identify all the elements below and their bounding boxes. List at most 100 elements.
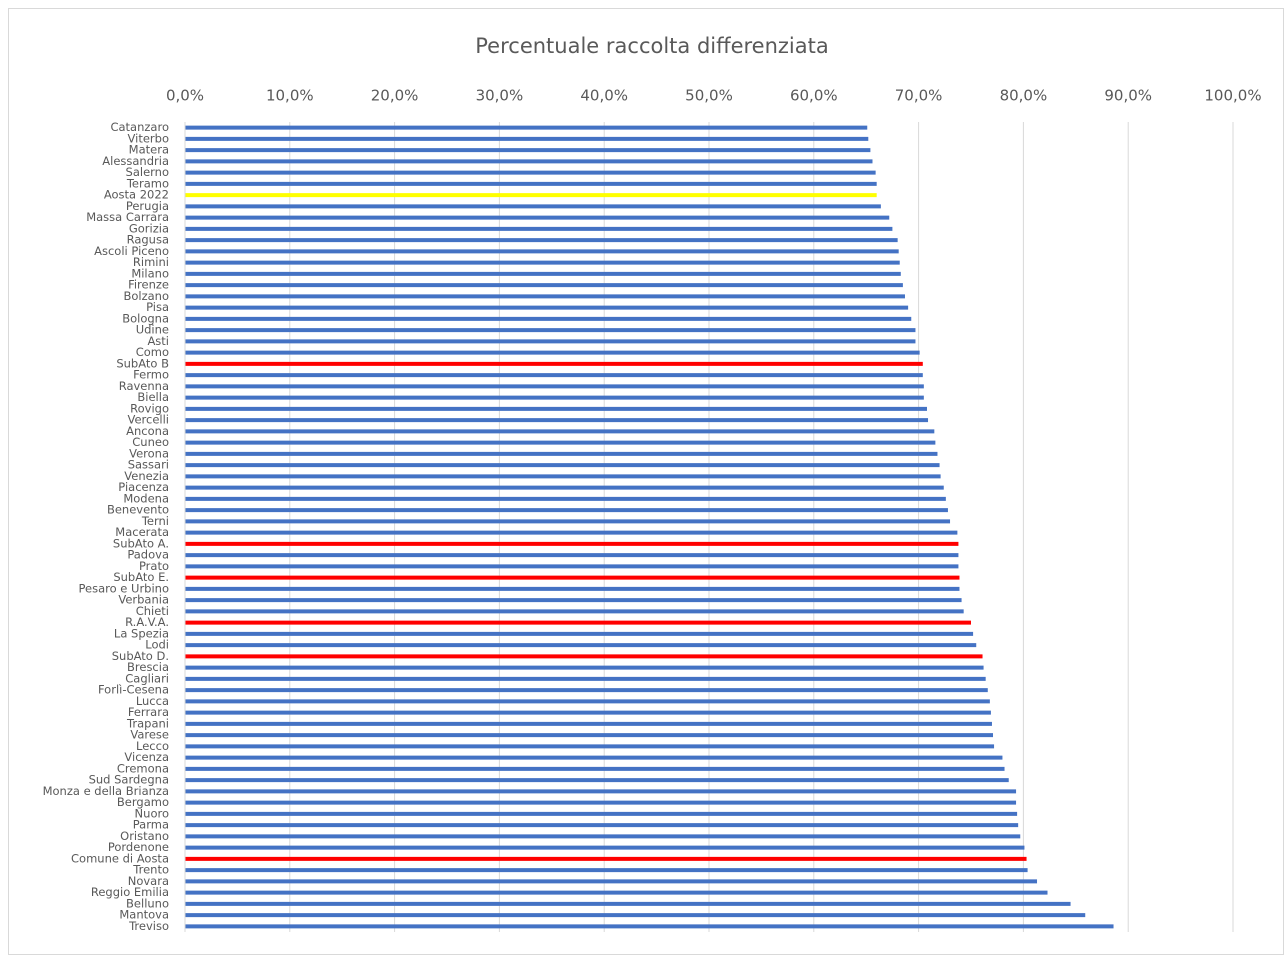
- bar: [185, 384, 924, 389]
- bar: [185, 721, 992, 726]
- bar: [185, 564, 959, 569]
- bar: [185, 800, 1017, 805]
- y-tick-label: Parma: [133, 818, 169, 832]
- y-tick-label: Benevento: [107, 503, 169, 517]
- y-tick-label: Rovigo: [130, 401, 169, 415]
- y-tick-label: Venezia: [124, 469, 169, 483]
- bar: [185, 744, 995, 749]
- y-tick-label: Alessandria: [102, 154, 169, 168]
- x-tick-label: 50,0%: [685, 87, 733, 105]
- bar: [185, 553, 959, 558]
- bar: [185, 890, 1048, 895]
- x-tick-label: 90,0%: [1104, 87, 1152, 105]
- bar: [185, 238, 898, 243]
- bar: [185, 688, 988, 693]
- bar: [185, 733, 994, 738]
- y-tick-label: Trento: [132, 863, 169, 877]
- bar: [185, 148, 871, 153]
- bar: [185, 361, 923, 366]
- bar: [185, 496, 946, 501]
- bar: [185, 879, 1038, 884]
- y-tick-label: Chieti: [136, 604, 169, 618]
- y-tick-label: Perugia: [126, 199, 169, 213]
- bar: [185, 924, 1114, 929]
- bar: [185, 328, 916, 333]
- y-tick-label: Sud Sardegna: [89, 773, 169, 787]
- y-tick-label: Modena: [123, 491, 169, 505]
- y-tick-label: Cremona: [117, 761, 169, 775]
- y-tick-label: Vicenza: [124, 750, 169, 764]
- bar: [185, 294, 905, 299]
- y-tick-label: La Spezia: [114, 626, 169, 640]
- bar: [185, 406, 927, 411]
- bar: [185, 316, 912, 321]
- y-tick-label: Ferrara: [128, 705, 169, 719]
- bar: [185, 193, 877, 198]
- bar: [185, 823, 1019, 828]
- y-tick-label: Padova: [127, 548, 169, 562]
- y-tick-label: Reggio Emilia: [91, 885, 169, 899]
- bar: [185, 395, 924, 400]
- bar: [185, 676, 986, 681]
- y-tick-label: SubAto D.: [112, 649, 169, 663]
- bar: [185, 305, 909, 310]
- y-tick-label: Piacenza: [118, 480, 169, 494]
- x-tick-label: 70,0%: [895, 87, 943, 105]
- y-tick-label: Ravenna: [119, 379, 169, 393]
- bar: [185, 845, 1025, 850]
- bar: [185, 609, 964, 614]
- bar: [185, 125, 868, 130]
- y-tick-label: Mantova: [119, 908, 169, 922]
- bar: [185, 260, 900, 265]
- x-tick-label: 30,0%: [476, 87, 524, 105]
- y-tick-label: Bologna: [122, 311, 169, 325]
- bar: [185, 451, 938, 456]
- bar: [185, 519, 951, 524]
- y-tick-label: Belluno: [126, 896, 169, 910]
- bar: [185, 215, 890, 220]
- y-tick-label: Salerno: [126, 165, 169, 179]
- bar: [185, 620, 971, 625]
- y-tick-label: Pesaro e Urbino: [78, 581, 169, 595]
- bar: [185, 350, 920, 355]
- x-tick-label: 0,0%: [166, 87, 204, 105]
- y-tick-label: Bergamo: [117, 795, 169, 809]
- y-tick-label: Lecco: [136, 739, 169, 753]
- bar: [185, 631, 974, 636]
- bar: [185, 170, 876, 175]
- x-tick-label: 20,0%: [371, 87, 419, 105]
- y-tick-label: SubAto A.: [113, 536, 169, 550]
- y-tick-label: Cuneo: [132, 435, 169, 449]
- y-tick-label: Comune di Aosta: [71, 851, 169, 865]
- bar: [185, 868, 1028, 873]
- y-tick-label: Treviso: [128, 919, 169, 933]
- y-tick-label: Catanzaro: [110, 120, 169, 134]
- bar: [185, 373, 923, 378]
- y-tick-label: Brescia: [127, 660, 169, 674]
- y-tick-label: Aosta 2022: [104, 188, 169, 202]
- bar: [185, 249, 899, 254]
- y-tick-label: Viterbo: [128, 131, 169, 145]
- bar: [185, 541, 959, 546]
- y-tick-label: Asti: [147, 334, 169, 348]
- y-tick-label: Novara: [128, 874, 169, 888]
- y-tick-label: Rimini: [133, 255, 169, 269]
- y-tick-label: Varese: [130, 728, 169, 742]
- y-tick-label: Terni: [141, 514, 169, 528]
- bar: [185, 901, 1071, 906]
- bar: [185, 834, 1021, 839]
- bar: [185, 485, 944, 490]
- y-tick-label: Monza e della Brianza: [43, 784, 169, 798]
- y-tick-label: Teramo: [126, 176, 169, 190]
- bar: [185, 283, 903, 288]
- bar: [185, 418, 929, 423]
- bar: [185, 811, 1018, 816]
- bar: [185, 654, 983, 659]
- bar: [185, 339, 916, 344]
- y-tick-label: Verona: [129, 446, 169, 460]
- y-tick-label: R.A.V.A.: [125, 615, 169, 629]
- chart-frame: [8, 8, 1284, 955]
- y-tick-label: Vercelli: [127, 413, 169, 427]
- bar: [185, 598, 962, 603]
